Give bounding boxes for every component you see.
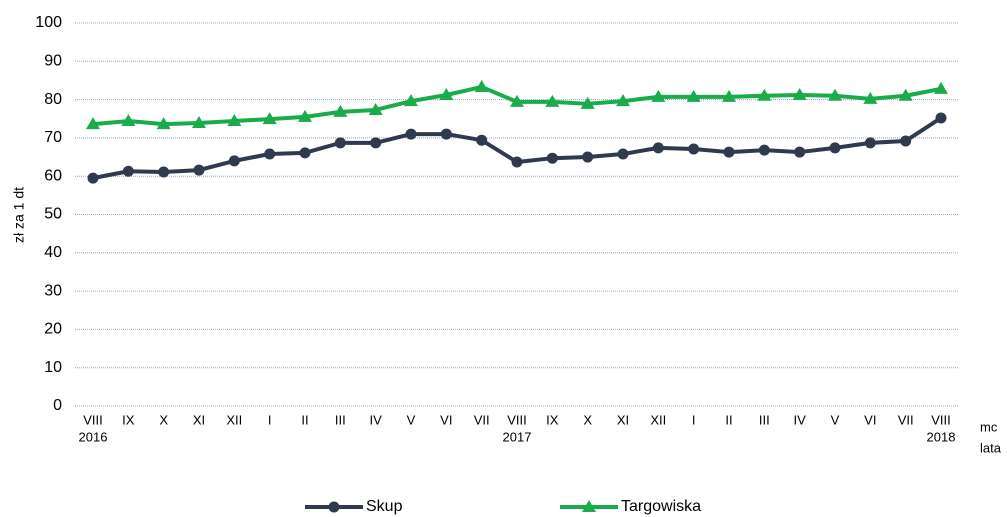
marker [580,96,595,109]
marker [333,104,348,117]
y-tick-label: 10 [44,359,62,376]
marker [299,147,311,159]
marker [476,134,488,146]
x-tick-label: VII [898,412,914,427]
x-axis-label: mc [980,419,998,434]
marker [582,500,596,512]
marker [87,172,99,184]
x-tick-label: I [268,412,272,427]
x-tick-label: X [583,412,592,427]
marker [651,89,666,102]
x-tick-label: VII [474,412,490,427]
x-tick-label: VIII [931,412,951,427]
marker [582,151,594,163]
marker [723,146,735,158]
marker [439,88,454,101]
x-tick-label: III [335,412,346,427]
marker [900,135,912,147]
marker [545,94,560,107]
marker [792,88,807,101]
series-line [92,116,943,181]
y-tick-label: 80 [44,91,62,108]
marker [757,88,772,101]
y-tick-label: 0 [53,397,62,414]
y-tick-label: 70 [44,129,62,146]
marker [370,137,382,149]
marker [758,144,770,156]
y-tick-label: 20 [44,321,62,338]
marker [334,137,346,149]
y-tick-label: 90 [44,53,62,70]
marker [368,102,383,115]
marker [264,148,276,160]
marker [192,115,206,128]
x-tick-label: II [725,412,732,427]
x-tick-label: XI [193,412,205,427]
marker [829,142,841,154]
marker [510,94,524,107]
x-tick-label: XII [226,412,242,427]
marker [935,112,947,124]
x-tick-label: IV [794,412,807,427]
marker [616,94,630,107]
x-axis-label: lata [980,440,1002,455]
y-tick-label: 100 [35,14,62,31]
x-tick-label: IX [122,412,135,427]
marker [546,152,558,164]
x-tick-label: III [759,412,770,427]
marker [193,164,205,176]
marker [794,146,806,158]
x-tick-label: I [692,412,696,427]
x-tick-label: VI [864,412,876,427]
marker [722,89,736,102]
x-year-label: 2018 [927,429,956,444]
marker [86,117,100,130]
marker [864,137,876,149]
marker [617,148,629,160]
marker [688,143,700,155]
marker [298,109,312,122]
marker [934,81,948,94]
y-tick-label: 30 [44,282,62,299]
marker [404,94,418,107]
legend-label: Targowiska [621,498,701,515]
marker [228,155,240,167]
x-tick-label: XII [650,412,666,427]
x-year-label: 2017 [503,429,532,444]
marker [227,114,242,127]
marker [828,88,842,101]
x-tick-label: IV [370,412,383,427]
marker [156,117,171,130]
x-tick-label: VIII [507,412,527,427]
y-tick-label: 60 [44,167,62,184]
marker [121,114,136,127]
x-tick-label: V [831,412,840,427]
marker [262,112,277,125]
marker [511,156,523,168]
marker [652,142,664,154]
x-tick-label: IX [546,412,559,427]
x-tick-label: II [301,412,308,427]
x-tick-label: V [407,412,416,427]
x-tick-label: X [159,412,168,427]
x-tick-label: VIII [83,412,103,427]
marker [474,79,489,92]
x-tick-label: XI [617,412,629,427]
marker [405,128,417,140]
marker [898,88,913,101]
x-year-label: 2016 [79,429,108,444]
y-tick-label: 40 [44,244,62,261]
marker [328,501,340,513]
marker [686,89,701,102]
marker [158,166,170,178]
legend-label: Skup [366,498,403,515]
marker [440,128,452,140]
x-tick-label: VI [440,412,452,427]
y-axis-label: zł za 1 dt [11,187,27,243]
marker [863,91,878,104]
marker [122,165,134,177]
y-tick-label: 50 [44,206,62,223]
